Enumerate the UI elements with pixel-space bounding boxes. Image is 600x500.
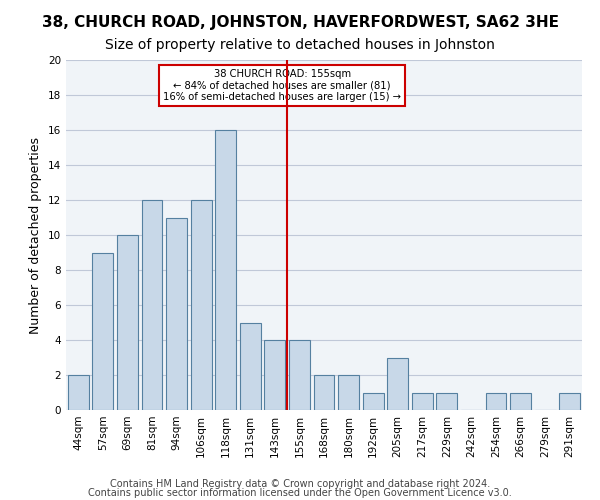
Bar xyxy=(338,375,359,410)
Bar xyxy=(117,235,138,410)
Text: Contains HM Land Registry data © Crown copyright and database right 2024.: Contains HM Land Registry data © Crown c… xyxy=(110,479,490,489)
Bar xyxy=(436,392,457,410)
Bar xyxy=(215,130,236,410)
Bar xyxy=(191,200,212,410)
Text: 38, CHURCH ROAD, JOHNSTON, HAVERFORDWEST, SA62 3HE: 38, CHURCH ROAD, JOHNSTON, HAVERFORDWEST… xyxy=(41,15,559,30)
Y-axis label: Number of detached properties: Number of detached properties xyxy=(29,136,43,334)
Text: 38 CHURCH ROAD: 155sqm
← 84% of detached houses are smaller (81)
16% of semi-det: 38 CHURCH ROAD: 155sqm ← 84% of detached… xyxy=(163,69,401,102)
Bar xyxy=(559,392,580,410)
Bar xyxy=(166,218,187,410)
Bar xyxy=(412,392,433,410)
Bar xyxy=(68,375,89,410)
Text: Contains public sector information licensed under the Open Government Licence v3: Contains public sector information licen… xyxy=(88,488,512,498)
Bar xyxy=(510,392,531,410)
Bar xyxy=(362,392,383,410)
Text: Size of property relative to detached houses in Johnston: Size of property relative to detached ho… xyxy=(105,38,495,52)
Bar xyxy=(92,252,113,410)
Bar xyxy=(485,392,506,410)
Bar xyxy=(314,375,334,410)
Bar xyxy=(265,340,286,410)
Bar xyxy=(387,358,408,410)
Bar xyxy=(240,322,261,410)
Bar xyxy=(289,340,310,410)
Bar xyxy=(142,200,163,410)
